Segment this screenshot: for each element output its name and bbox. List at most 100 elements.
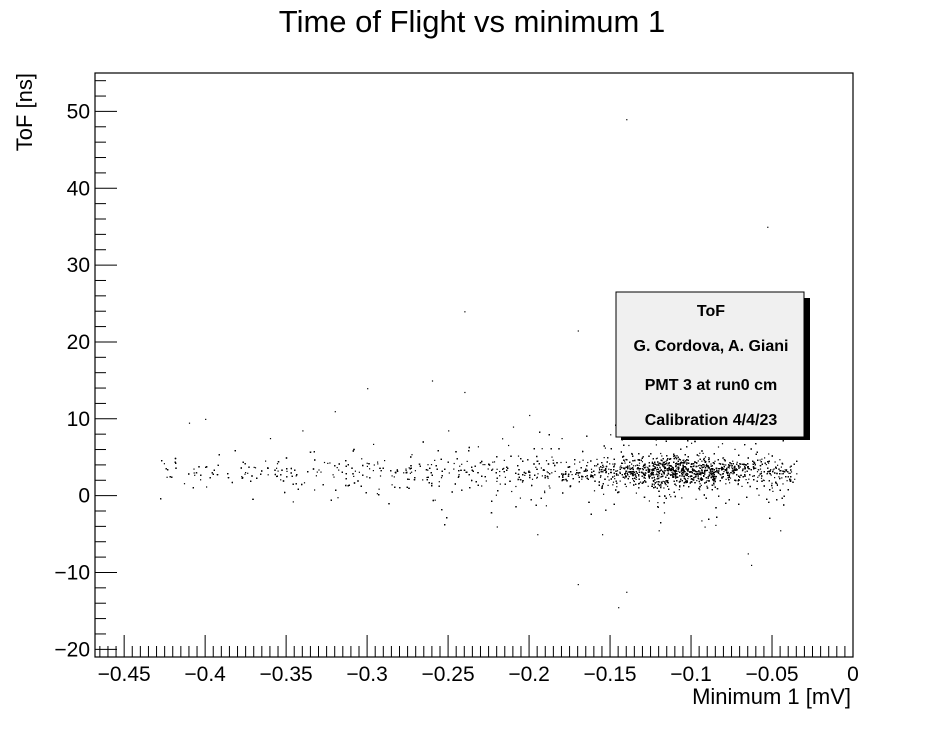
scatter-point — [703, 458, 705, 460]
scatter-point — [624, 462, 626, 464]
scatter-point — [676, 455, 678, 457]
scatter-point — [373, 443, 375, 445]
scatter-point — [683, 485, 685, 487]
scatter-point — [580, 467, 582, 469]
scatter-point — [659, 467, 661, 469]
scatter-point — [536, 476, 538, 478]
scatter-point — [638, 462, 641, 464]
scatter-point — [615, 473, 618, 475]
scatter-point — [499, 483, 501, 485]
scatter-point — [684, 478, 686, 480]
scatter-point — [576, 469, 578, 471]
scatter-point — [354, 470, 356, 472]
scatter-point — [705, 461, 707, 463]
scatter-point — [643, 474, 645, 476]
scatter-point — [245, 472, 247, 474]
scatter-point — [390, 470, 392, 472]
scatter-point — [623, 467, 625, 469]
scatter-point — [786, 469, 788, 471]
scatter-point — [643, 464, 645, 466]
scatter-point — [427, 476, 429, 478]
scatter-point — [787, 471, 789, 473]
scatter-point — [484, 464, 486, 466]
scatter-point — [704, 461, 706, 463]
scatter-point — [461, 463, 463, 465]
scatter-point — [504, 476, 506, 478]
scatter-point — [622, 455, 625, 457]
scatter-point — [763, 479, 765, 482]
scatter-point — [511, 490, 513, 493]
scatter-point — [556, 462, 558, 464]
scatter-point — [440, 477, 443, 479]
scatter-point — [728, 465, 730, 467]
scatter-point — [638, 467, 640, 470]
scatter-point — [653, 468, 655, 470]
scatter-point — [783, 495, 785, 497]
scatter-point — [519, 497, 521, 499]
scatter-point — [502, 468, 504, 470]
scatter-point — [666, 464, 668, 466]
scatter-point — [409, 468, 411, 470]
scatter-point — [578, 481, 580, 483]
scatter-point — [612, 476, 614, 478]
scatter-point — [194, 474, 196, 476]
scatter-point — [277, 470, 279, 472]
scatter-point — [790, 479, 792, 481]
scatter-point — [779, 477, 781, 480]
scatter-point — [334, 465, 336, 467]
scatter-point — [675, 472, 677, 474]
scatter-point — [544, 492, 546, 494]
scatter-point — [670, 465, 672, 467]
scatter-point — [434, 499, 436, 501]
scatter-point — [475, 481, 477, 483]
scatter-point — [705, 464, 708, 467]
scatter-point — [685, 472, 687, 474]
scatter-point — [627, 466, 629, 469]
scatter-point — [670, 468, 672, 470]
scatter-point — [703, 494, 705, 496]
scatter-point — [678, 467, 680, 470]
chart-title: Time of Flight vs minimum 1 — [279, 4, 665, 39]
scatter-point — [641, 475, 643, 477]
scatter-point — [701, 471, 703, 474]
scatter-point — [409, 472, 411, 474]
scatter-point — [744, 474, 746, 476]
scatter-point — [213, 469, 215, 471]
scatter-point — [722, 463, 724, 465]
scatter-point — [735, 468, 737, 470]
scatter-point — [625, 476, 627, 478]
scatter-point — [636, 464, 638, 466]
scatter-point — [652, 468, 654, 470]
scatter-point — [634, 477, 636, 479]
scatter-point — [779, 470, 781, 472]
scatter-point — [200, 479, 202, 481]
scatter-point — [642, 465, 644, 468]
scatter-point — [635, 476, 637, 478]
scatter-point — [764, 462, 766, 464]
scatter-point — [708, 458, 710, 461]
scatter-point — [503, 467, 505, 469]
scatter-point — [183, 483, 186, 485]
scatter-point — [295, 475, 297, 477]
scatter-point — [368, 463, 370, 465]
scatter-point — [605, 468, 607, 470]
scatter-point — [699, 486, 701, 488]
scatter-point — [422, 479, 424, 481]
scatter-point — [320, 471, 322, 473]
scatter-point — [769, 473, 771, 475]
scatter-point — [607, 484, 609, 486]
scatter-point — [581, 478, 583, 480]
scatter-point — [783, 504, 785, 506]
scatter-point — [762, 479, 764, 481]
scatter-point — [461, 489, 463, 491]
scatter-point — [691, 472, 693, 474]
scatter-point — [731, 465, 733, 467]
scatter-point — [790, 465, 792, 467]
scatter-point — [725, 478, 727, 480]
scatter-point — [727, 471, 729, 474]
scatter-point — [753, 467, 756, 469]
scatter-point — [518, 476, 520, 478]
scatter-point — [437, 450, 439, 452]
scatter-point — [702, 452, 704, 454]
scatter-point — [782, 483, 784, 485]
